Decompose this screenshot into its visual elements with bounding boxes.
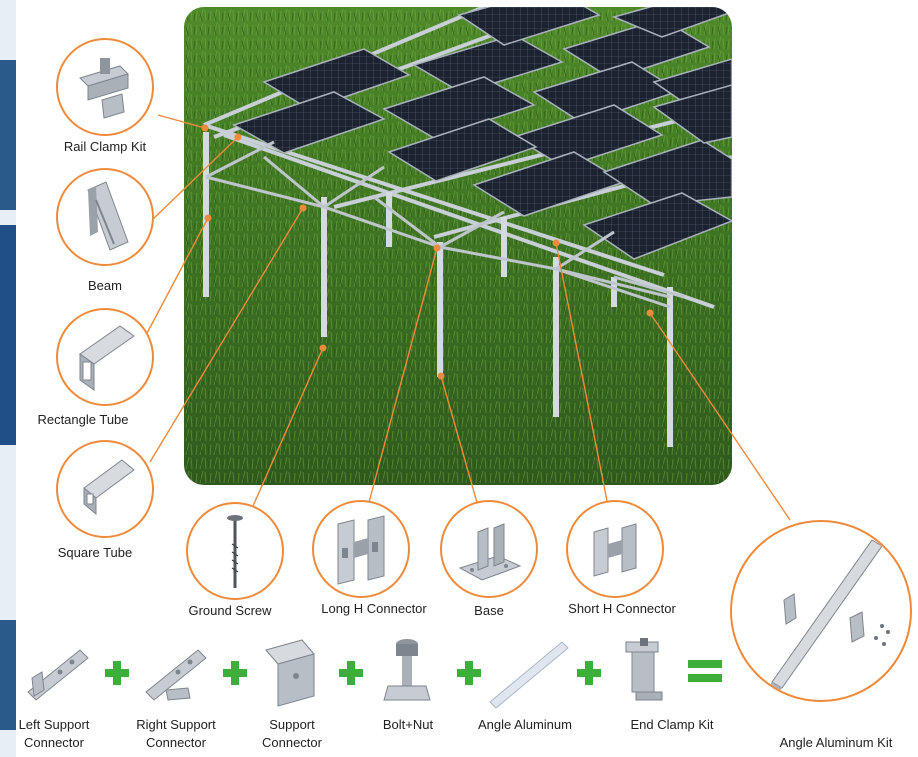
angle-aluminum-label: Angle Aluminum	[478, 717, 572, 732]
long-h-connector-label: Long H Connector	[321, 601, 427, 616]
short-h-connector-label: Short H Connector	[568, 601, 676, 616]
plus-icon	[223, 661, 247, 685]
beam-icon	[87, 181, 129, 251]
long-h-connector-image	[312, 500, 410, 598]
ground-screw-label: Ground Screw	[188, 603, 272, 618]
bolt-nut-icon	[383, 639, 431, 701]
right-support-connector-label: Right Support Connector	[136, 717, 216, 750]
support-connector-icon	[265, 639, 315, 707]
beam-image	[56, 168, 154, 266]
ground-screw-image	[186, 502, 284, 600]
plus-icon	[457, 661, 481, 685]
long-h-connector-icon	[337, 515, 385, 585]
rectangle-tube-icon	[79, 325, 135, 391]
right-support-connector-icon	[145, 649, 207, 701]
plus-icon	[339, 661, 363, 685]
left-support-connector-icon	[27, 649, 89, 701]
rail-clamp-kit-image	[56, 38, 154, 136]
rail-clamp-kit-icon	[79, 58, 129, 119]
beam-label: Beam	[88, 278, 122, 293]
square-tube-label: Square Tube	[57, 545, 133, 560]
base-icon	[458, 523, 522, 581]
short-h-connector-image	[566, 500, 664, 598]
angle-aluminum-kit-label: Angle Aluminum Kit	[779, 735, 893, 750]
angle-aluminum-kit-icon	[768, 539, 890, 694]
solar-farm-photo	[184, 7, 732, 485]
ground-screw-icon	[227, 515, 243, 588]
angle-aluminum-icon	[489, 641, 569, 709]
bolt-nut-label: Bolt+Nut	[382, 717, 434, 732]
square-tube-icon	[83, 459, 135, 516]
plus-icon	[105, 661, 129, 685]
end-clamp-kit-label: End Clamp Kit	[630, 717, 714, 732]
short-h-connector-icon	[593, 523, 637, 577]
left-edge-band	[0, 0, 16, 757]
rectangle-tube-label: Rectangle Tube	[37, 412, 129, 427]
left-support-connector-label: Left Support Connector	[18, 717, 90, 750]
rectangle-tube-image	[56, 308, 154, 406]
plus-icon	[577, 661, 601, 685]
equals-icon	[688, 660, 722, 682]
end-clamp-kit-icon	[625, 638, 663, 701]
base-label: Base	[474, 603, 504, 618]
support-connector-label: Support Connector	[262, 717, 322, 750]
base-image	[440, 500, 538, 598]
rail-clamp-kit-label: Rail Clamp Kit	[63, 139, 147, 154]
angle-aluminum-kit-image	[730, 520, 912, 702]
square-tube-image	[56, 440, 154, 538]
